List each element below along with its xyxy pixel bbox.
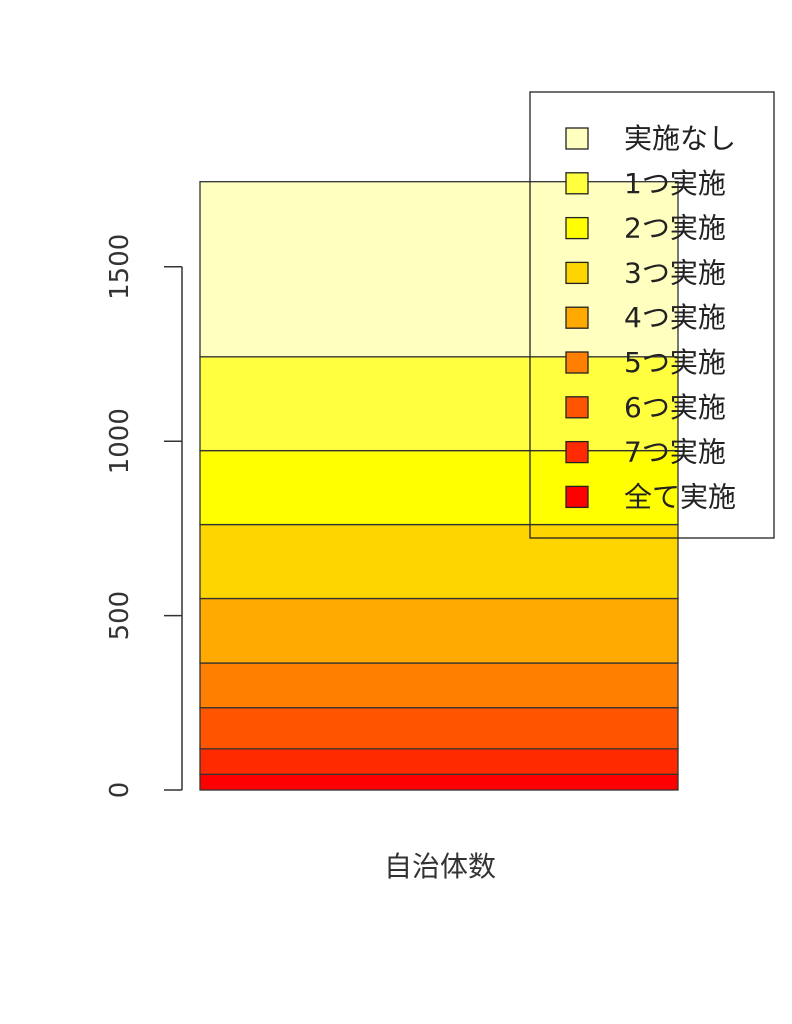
- legend-label-2: 1つ実施: [624, 167, 726, 200]
- legend-swatch-4: [565, 261, 589, 285]
- legend-swatch-8: [565, 440, 589, 464]
- legend-swatch-7: [565, 396, 589, 419]
- y-tick-label-1: 500: [105, 591, 135, 641]
- legend-swatch-3: [565, 216, 589, 240]
- y-tick-label-3: 1500: [105, 234, 135, 300]
- legend-swatch-1: [565, 127, 589, 150]
- legend-swatch-6: [565, 351, 589, 374]
- legend-label-4: 3つ実施: [624, 256, 726, 289]
- bar-segment-7: [199, 449, 679, 526]
- legend-swatch-9: [565, 485, 589, 509]
- bar-segment-9: [199, 181, 679, 358]
- bar-segment-5: [199, 597, 679, 664]
- bar-segment-8: [199, 356, 679, 452]
- legend-label-1: 実施なし: [624, 122, 736, 155]
- bar-segment-4: [199, 662, 679, 709]
- legend-label-8: 7つ実施: [624, 436, 726, 469]
- legend-box: [529, 91, 775, 539]
- x-axis-title: 自治体数: [384, 850, 496, 883]
- legend-label-6: 5つ実施: [624, 346, 726, 379]
- legend-label-9: 全て実施: [624, 480, 736, 513]
- legend-label-5: 4つ実施: [624, 301, 726, 334]
- y-tick-label-2: 1000: [105, 408, 135, 474]
- legend-swatch-5: [565, 306, 589, 329]
- legend-label-3: 2つ実施: [624, 212, 726, 245]
- bar-stack: [199, 181, 679, 791]
- legend-swatch-2: [565, 172, 589, 195]
- bar-segment-3: [199, 707, 679, 750]
- legend-label-7: 6つ実施: [624, 391, 726, 424]
- y-tick-label-0: 0: [105, 782, 135, 799]
- y-axis: 0 500 1000 1500: [105, 234, 183, 799]
- bar-segment-2: [199, 748, 679, 775]
- bar-segment-1: [199, 773, 679, 791]
- bar-segment-6: [199, 523, 679, 600]
